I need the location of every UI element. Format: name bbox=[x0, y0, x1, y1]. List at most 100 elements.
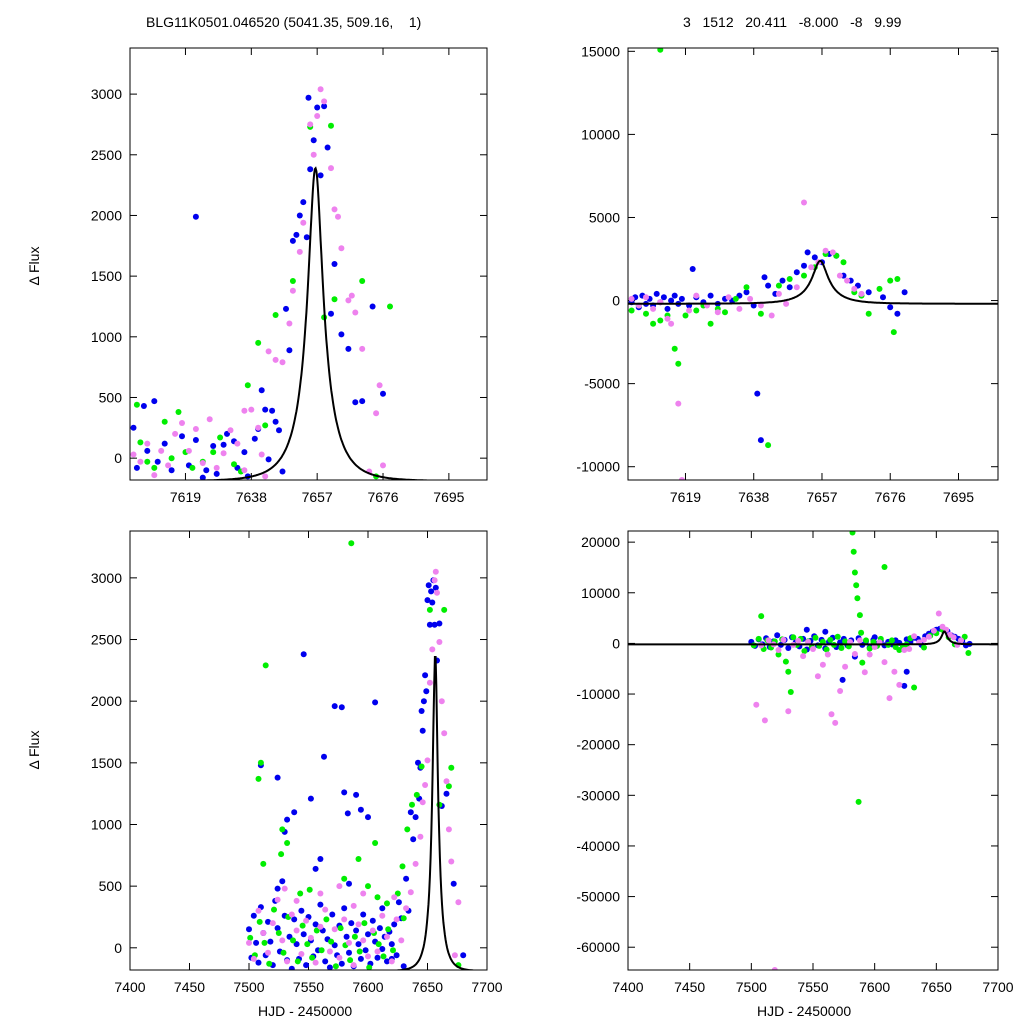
data-point-magenta bbox=[352, 309, 359, 316]
data-point-green bbox=[313, 927, 320, 934]
y-tick-label: -50000 bbox=[576, 889, 620, 905]
data-point-magenta bbox=[350, 902, 357, 909]
data-point-magenta bbox=[151, 472, 158, 479]
data-point-blue bbox=[298, 907, 305, 914]
data-point-green bbox=[628, 307, 635, 314]
data-point-green bbox=[309, 954, 316, 961]
x-tick-label: 7650 bbox=[921, 979, 952, 995]
data-point-blue bbox=[388, 941, 395, 948]
data-point-blue bbox=[786, 284, 793, 291]
data-point-blue bbox=[324, 144, 331, 151]
data-point-green bbox=[823, 646, 830, 653]
data-point-magenta bbox=[403, 905, 410, 912]
data-point-blue bbox=[395, 899, 402, 906]
data-point-blue bbox=[871, 634, 878, 641]
data-point-blue bbox=[412, 814, 419, 821]
data-point-magenta bbox=[346, 939, 352, 946]
data-point-magenta bbox=[262, 473, 269, 480]
x-axis-label-left: HJD - 2450000 bbox=[258, 1003, 353, 1019]
x-tick-label: 7619 bbox=[170, 489, 201, 505]
data-point-blue bbox=[199, 474, 206, 480]
data-point-blue bbox=[274, 925, 281, 932]
data-point-blue bbox=[296, 212, 303, 219]
data-point-green bbox=[279, 826, 286, 833]
data-point-blue bbox=[774, 632, 781, 639]
data-point-blue bbox=[251, 435, 258, 442]
data-point-magenta bbox=[137, 458, 144, 465]
data-point-blue bbox=[307, 166, 314, 173]
data-point-magenta bbox=[448, 858, 455, 865]
data-point-green bbox=[448, 764, 455, 771]
data-point-blue bbox=[380, 390, 386, 397]
data-point-magenta bbox=[335, 213, 341, 220]
data-point-green bbox=[262, 422, 269, 429]
data-point-blue bbox=[793, 269, 800, 276]
data-point-blue bbox=[420, 698, 427, 705]
data-point-green bbox=[384, 900, 390, 907]
data-point-blue bbox=[258, 387, 265, 394]
data-point-magenta bbox=[250, 955, 257, 962]
data-point-green bbox=[168, 455, 175, 462]
data-point-magenta bbox=[328, 165, 334, 172]
data-point-blue bbox=[429, 599, 436, 606]
data-point-green bbox=[341, 875, 348, 882]
data-point-magenta bbox=[783, 300, 790, 307]
data-point-blue bbox=[269, 407, 276, 414]
data-point-magenta bbox=[686, 307, 693, 314]
data-point-green bbox=[890, 329, 897, 336]
data-point-green bbox=[850, 548, 857, 555]
data-point-magenta bbox=[426, 679, 433, 686]
data-point-magenta bbox=[303, 917, 310, 924]
data-point-green bbox=[887, 277, 894, 284]
data-point-green bbox=[856, 612, 863, 619]
data-point-magenta bbox=[429, 646, 436, 653]
y-tick-label: 1000 bbox=[91, 329, 122, 345]
data-point-green bbox=[304, 941, 311, 948]
data-point-magenta bbox=[824, 651, 831, 658]
data-point-green bbox=[266, 960, 273, 967]
plot-frame bbox=[627, 530, 999, 971]
data-point-magenta bbox=[258, 451, 265, 458]
data-point-magenta bbox=[179, 420, 185, 426]
data-point-blue bbox=[151, 398, 158, 405]
data-point-blue bbox=[425, 582, 432, 589]
data-point-magenta bbox=[293, 897, 300, 904]
data-point-blue bbox=[887, 304, 894, 311]
data-point-blue bbox=[331, 261, 338, 267]
data-point-magenta bbox=[213, 464, 220, 471]
data-point-green bbox=[380, 953, 387, 960]
data-point-blue bbox=[241, 449, 248, 456]
data-point-green bbox=[827, 636, 834, 643]
y-tick-label: 0 bbox=[114, 940, 122, 956]
panel-top-right: 7619 7638 7657 7676 7695 -10000 -5000 0 5000 1000… bbox=[576, 43, 999, 505]
y-tick-label: 10000 bbox=[581, 585, 620, 601]
data-point-magenta bbox=[317, 86, 324, 93]
data-point-blue bbox=[803, 626, 810, 633]
data-point-blue bbox=[291, 809, 298, 816]
data-point-magenta bbox=[901, 647, 908, 653]
y-tick-label: 0 bbox=[612, 293, 620, 309]
data-point-blue bbox=[903, 668, 910, 675]
data-point-blue bbox=[345, 345, 352, 352]
data-point-blue bbox=[338, 704, 345, 711]
data-point-magenta bbox=[925, 633, 932, 640]
data-point-green bbox=[361, 920, 368, 927]
data-point-green bbox=[682, 312, 689, 319]
data-point-magenta bbox=[206, 416, 213, 423]
data-point-green bbox=[161, 418, 168, 425]
x-tick-label: 7638 bbox=[236, 489, 267, 505]
data-point-green bbox=[328, 122, 334, 129]
x-tick-label: 7700 bbox=[982, 979, 1013, 995]
data-point-blue bbox=[192, 213, 199, 220]
data-point-magenta bbox=[822, 247, 829, 254]
data-point-magenta bbox=[296, 248, 303, 255]
data-point-magenta bbox=[856, 637, 863, 644]
data-point-magenta bbox=[801, 199, 807, 206]
data-point-green bbox=[323, 916, 330, 923]
data-point-green bbox=[894, 276, 901, 282]
x-tick-label: 7500 bbox=[736, 979, 767, 995]
data-point-green bbox=[722, 309, 728, 316]
data-point-blue bbox=[348, 920, 355, 927]
data-point-magenta bbox=[814, 673, 821, 680]
data-point-green bbox=[782, 658, 789, 665]
